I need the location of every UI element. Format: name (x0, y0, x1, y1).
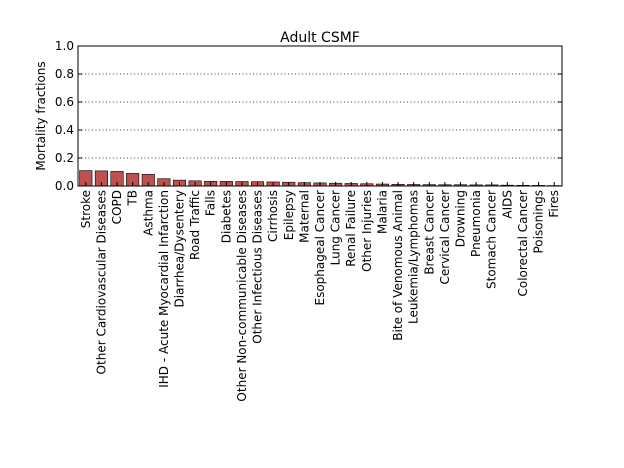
x-tick-label: Esophageal Cancer (313, 190, 327, 306)
x-tick-label: Other Non-communicable Diseases (235, 190, 249, 402)
y-tick-label: 1.0 (55, 39, 74, 53)
x-tick-label: Poisonings (532, 190, 546, 254)
x-tick-label: Fires (547, 190, 561, 218)
x-tick-label: Lung Cancer (329, 190, 343, 265)
x-tick-label: Bite of Venomous Animal (391, 190, 405, 341)
x-tick-label: Epilepsy (282, 190, 296, 240)
x-tick-label: Drowning (454, 190, 468, 247)
x-tick-label: Maternal (297, 190, 311, 243)
y-tick-label: 0.6 (55, 95, 74, 109)
y-tick-label: 0.0 (55, 179, 74, 193)
plot-area-frame (77, 45, 563, 187)
x-tick-label: Pneumonia (469, 190, 483, 257)
x-tick-label: Road Traffic (188, 190, 202, 260)
x-tick-label: Colorectal Cancer (516, 190, 530, 297)
y-axis-ticks: 0.0 0.2 0.4 0.6 0.8 1.0 (55, 39, 562, 193)
gridlines (78, 73, 562, 159)
x-tick-label: Renal Failure (344, 190, 358, 267)
x-tick-label: Asthma (141, 190, 155, 236)
x-tick-label: Falls (204, 190, 218, 216)
x-tick-label: IHD - Acute Myocardial Infarction (157, 190, 171, 388)
x-tick-label: COPD (110, 190, 124, 224)
x-tick-label: Diabetes (219, 190, 233, 243)
x-axis-ticks: Stroke Other Cardiovascular Diseases COPD T… (79, 182, 561, 402)
x-tick-label: Other Infectious Diseases (251, 190, 265, 344)
x-tick-label: Malaria (375, 190, 389, 234)
x-tick-label: TB (126, 190, 140, 207)
y-tick-label: 0.4 (55, 123, 74, 137)
x-tick-label: Cirrhosis (266, 190, 280, 242)
x-tick-label: Diarrhea/Dysentery (172, 190, 186, 307)
x-tick-label: Stomach Cancer (485, 190, 499, 289)
x-tick-label: Other Cardiovascular Diseases (94, 190, 108, 374)
x-tick-label: Cervical Cancer (438, 190, 452, 285)
x-tick-label: AIDS (500, 190, 514, 219)
y-tick-label: 0.2 (55, 151, 74, 165)
x-tick-label: Leukemia/Lymphomas (407, 190, 421, 324)
chart-title: Adult CSMF (280, 30, 360, 46)
x-tick-label: Breast Cancer (422, 190, 436, 275)
x-tick-label: Stroke (79, 190, 93, 228)
x-tick-label: Other Injuries (360, 190, 374, 272)
y-tick-label: 0.8 (55, 67, 74, 81)
y-axis-label: Mortality fractions (34, 61, 48, 170)
